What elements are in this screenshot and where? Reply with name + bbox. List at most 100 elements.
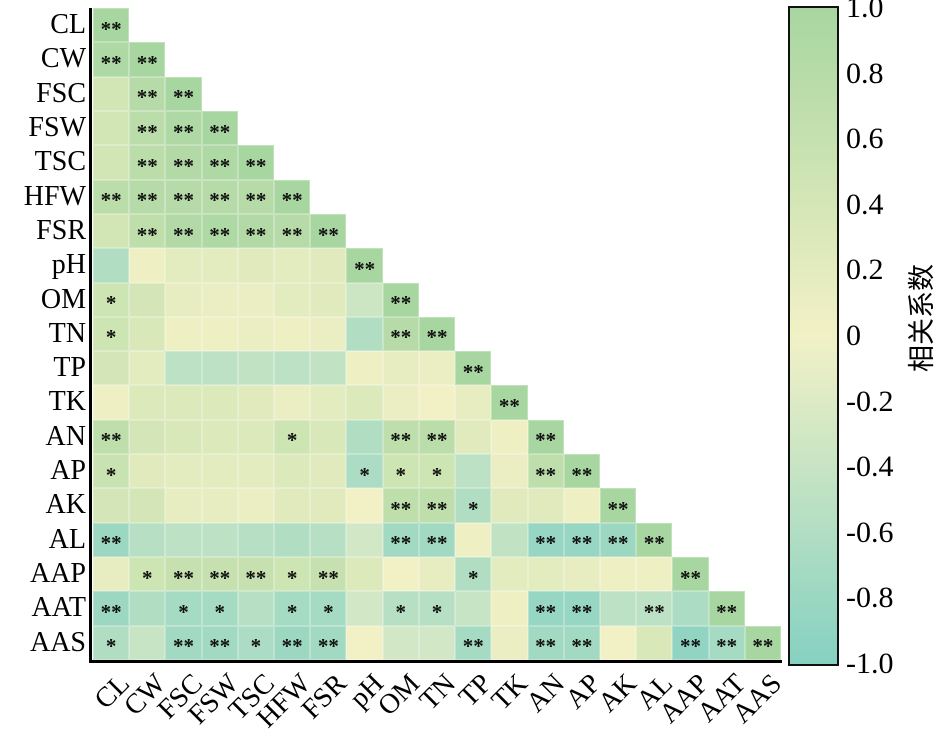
significance-stars: ** — [100, 50, 122, 75]
significance-stars: * — [105, 634, 117, 659]
heatmap-cell: ** — [129, 110, 166, 146]
colorbar-title: 相关系数 — [907, 264, 937, 372]
significance-stars: ** — [173, 188, 194, 213]
significance-stars: ** — [136, 188, 158, 213]
heatmap-cell — [636, 625, 673, 660]
heatmap-cell — [129, 591, 166, 626]
heatmap-cell — [237, 385, 275, 420]
significance-stars: ** — [136, 153, 158, 178]
heatmap-cell — [93, 488, 130, 523]
heatmap-cell — [382, 625, 419, 660]
heatmap-cell: ** — [165, 625, 202, 660]
significance-stars: ** — [173, 634, 194, 659]
heatmap-cell: ** — [599, 488, 637, 523]
y-axis-label: OM — [40, 283, 86, 315]
significance-stars: ** — [390, 291, 412, 316]
heatmap-cell: ** — [382, 488, 419, 523]
y-axis-label: TSC — [34, 146, 86, 178]
heatmap-cell — [346, 522, 383, 558]
significance-stars: ** — [535, 462, 557, 487]
heatmap-cell: * — [129, 557, 166, 592]
significance-stars: * — [395, 600, 407, 625]
heatmap-cell: ** — [274, 625, 311, 660]
significance-stars: ** — [571, 462, 593, 487]
heatmap-cell: ** — [237, 213, 275, 249]
heatmap-cell — [346, 316, 383, 352]
y-axis-label: AN — [45, 420, 86, 452]
heatmap-cell: * — [201, 591, 238, 626]
heatmap-cell — [346, 282, 383, 317]
heatmap-cell — [129, 488, 166, 523]
heatmap-cell — [563, 488, 600, 523]
y-axis-label: AAS — [29, 626, 86, 658]
heatmap-cell — [93, 351, 130, 386]
heatmap-cell: ** — [201, 213, 238, 249]
heatmap-cell: ** — [636, 522, 673, 558]
significance-stars: ** — [136, 85, 158, 110]
heatmap-cell — [491, 454, 528, 489]
heatmap-cell — [346, 351, 383, 386]
heatmap-cell — [455, 385, 492, 420]
colorbar-tick-label: 0.6 — [846, 122, 884, 156]
heatmap-cell: * — [310, 591, 347, 626]
heatmap-cell: ** — [165, 557, 202, 592]
heatmap-cell — [165, 282, 202, 317]
heatmap-cell: ** — [310, 625, 347, 660]
heatmap-cell — [310, 488, 347, 523]
heatmap-cell — [129, 419, 166, 455]
heatmap-cell: * — [274, 419, 311, 455]
heatmap-cell — [310, 522, 347, 558]
significance-stars: ** — [571, 634, 593, 659]
significance-stars: ** — [390, 497, 412, 522]
heatmap-cell — [672, 591, 709, 626]
significance-stars: * — [359, 462, 370, 487]
significance-stars: * — [178, 600, 189, 625]
heatmap-cell: * — [93, 316, 130, 352]
heatmap-cell: ** — [201, 110, 238, 146]
significance-stars: ** — [498, 394, 520, 419]
heatmap-cell: ** — [93, 8, 130, 43]
heatmap-cell: ** — [382, 522, 419, 558]
heatmap-cell — [237, 248, 275, 283]
heatmap-cell — [310, 419, 347, 455]
heatmap-cell: ** — [418, 488, 456, 523]
significance-stars: ** — [245, 565, 267, 590]
significance-stars: ** — [535, 428, 557, 453]
heatmap-cell — [237, 591, 275, 626]
heatmap-cell — [93, 76, 130, 111]
heatmap-cell — [310, 248, 347, 283]
heatmap-cell: ** — [274, 179, 311, 214]
heatmap-cell: ** — [201, 625, 238, 660]
significance-stars: ** — [535, 634, 557, 659]
heatmap-cell — [455, 522, 492, 558]
heatmap-cell — [274, 385, 311, 420]
heatmap-cell — [599, 557, 637, 592]
heatmap-cell: ** — [563, 625, 600, 660]
heatmap-cell: ** — [310, 213, 347, 249]
significance-stars: ** — [173, 119, 194, 144]
significance-stars: * — [105, 291, 117, 316]
heatmap-cell — [455, 419, 492, 455]
heatmap-cell: ** — [237, 557, 275, 592]
y-axis-label: FSC — [36, 77, 86, 109]
heatmap-cell — [237, 522, 275, 558]
heatmap-cell — [93, 385, 130, 420]
heatmap-cell — [165, 419, 202, 455]
heatmap-cell: * — [93, 625, 130, 660]
significance-stars: ** — [173, 153, 194, 178]
heatmap-cell: ** — [455, 351, 492, 386]
heatmap-cell: ** — [672, 557, 709, 592]
heatmap-cell — [237, 454, 275, 489]
heatmap-cell — [165, 522, 202, 558]
heatmap-cell: ** — [418, 316, 456, 352]
colorbar-tick-label: -0.6 — [846, 515, 894, 549]
significance-stars: ** — [390, 428, 412, 453]
significance-stars: ** — [426, 497, 448, 522]
significance-stars: ** — [317, 634, 339, 659]
heatmap-cell: ** — [382, 316, 419, 352]
significance-stars: * — [142, 565, 153, 590]
colorbar-tick-label: 0.8 — [846, 56, 884, 90]
heatmap-cell: ** — [672, 625, 709, 660]
significance-stars: ** — [643, 600, 665, 625]
colorbar-tick-label: -0.2 — [846, 384, 894, 418]
